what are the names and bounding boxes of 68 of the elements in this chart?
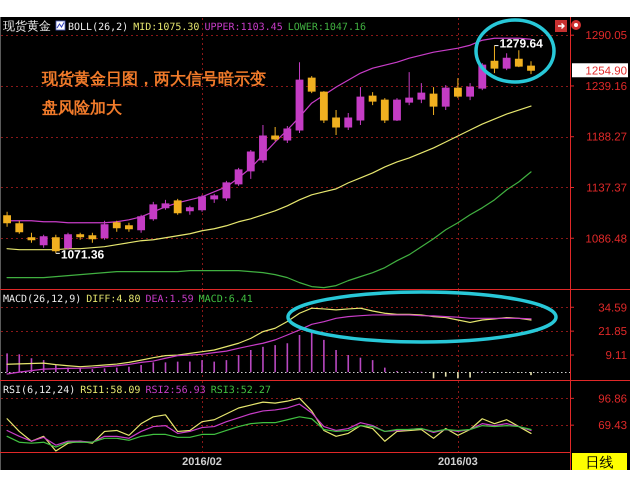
annotation: 1279.64: [499, 36, 544, 51]
candlestick: [368, 92, 377, 106]
y-tick-label: 1137.37: [586, 182, 627, 194]
candlestick: [210, 193, 218, 204]
y-tick-label: 96.86: [598, 393, 627, 406]
y-tick-label: 1239.16: [585, 80, 627, 93]
y-tick-label: 34.59: [598, 302, 627, 314]
candlestick: [162, 199, 170, 210]
text: 1254.90: [585, 65, 627, 78]
candlestick: [380, 98, 389, 124]
candlestick: [234, 167, 242, 186]
y-tick-label: 69.43: [598, 420, 627, 432]
line-series: [6, 308, 532, 368]
candlestick: [64, 232, 72, 250]
candlestick: [259, 124, 267, 164]
candlestick: [283, 126, 292, 144]
candlestick: [112, 220, 121, 232]
text: 日线: [586, 454, 614, 470]
candlestick: [15, 220, 24, 234]
candlestick: [320, 90, 328, 124]
candlestick: [356, 86, 364, 126]
candlestick: [222, 180, 230, 202]
candlestick: [174, 198, 182, 216]
candlestick: [271, 126, 280, 142]
y-tick-label: 1290.05: [585, 30, 627, 42]
candlestick: [308, 76, 316, 94]
x-tick-label: 2016/03: [438, 456, 478, 468]
legend-title: BOLL(26,2): [68, 22, 128, 33]
candlestick: [430, 86, 438, 116]
candlestick: [125, 222, 133, 232]
candlestick: [405, 72, 414, 106]
candlestick: [514, 50, 523, 68]
candlestick: [198, 194, 206, 212]
candlestick: [40, 234, 48, 248]
annotation: 现货黄金日图，两大信号暗示变盘风险加大: [41, 70, 266, 117]
y-tick-label: 1086.48: [585, 233, 627, 246]
y-tick-label: 9.11: [605, 350, 627, 362]
chart-title: 现货黄金: [3, 19, 51, 33]
line-series: [6, 416, 532, 448]
y-tick-label: 21.85: [598, 326, 627, 338]
candlestick: [88, 232, 96, 244]
legend: MACD(26,12,9) DIFF:4.80 DEA:1.59 MACD:6.41: [3, 294, 253, 305]
annotation: 1071.36: [60, 247, 105, 262]
candlestick: [52, 234, 60, 254]
candlestick: [454, 78, 462, 99]
candlestick: [28, 232, 36, 244]
line-series: [6, 403, 532, 446]
line-series: [6, 398, 532, 452]
candlestick: [393, 98, 401, 122]
y-tick-label: 1188.27: [586, 132, 627, 144]
candlestick: [246, 149, 255, 180]
candlestick: [76, 232, 84, 240]
legend: 现货黄金 BOLL(26,2) MID:1075.30 UPPER:1103.45 LOWER:1047.16: [3, 19, 366, 33]
candlestick: [3, 211, 11, 228]
candlestick: [502, 52, 511, 71]
candlestick: [296, 62, 304, 134]
candlestick: [442, 84, 450, 111]
line-series: [6, 171, 532, 288]
candlestick: [527, 60, 535, 75]
candlestick: [417, 82, 426, 104]
candlestick: [344, 112, 352, 131]
candlestick: [490, 45, 498, 74]
line-series: [6, 314, 532, 375]
legend: RSI(6,12,24) RSI1:58.09 RSI2:56.93 RSI3:52.27: [3, 385, 271, 396]
candlestick: [466, 82, 474, 101]
x-tick-label: 2016/02: [182, 456, 222, 468]
candlestick: [332, 110, 340, 136]
candlestick: [186, 205, 194, 216]
